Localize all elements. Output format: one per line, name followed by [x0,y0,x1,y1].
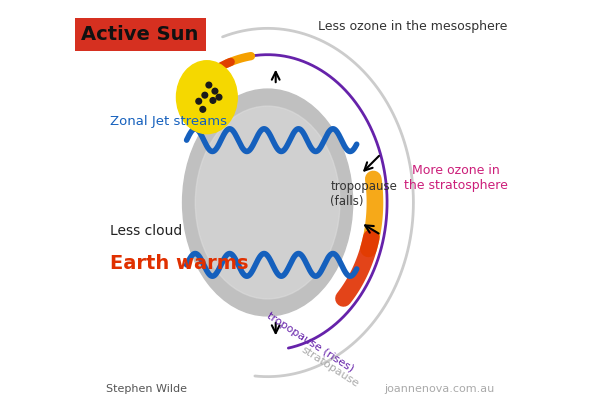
Circle shape [216,94,222,100]
Circle shape [196,98,202,104]
Circle shape [212,88,218,94]
Text: Earth warms: Earth warms [110,254,248,273]
Text: Less ozone in the mesosphere: Less ozone in the mesosphere [318,20,508,33]
Circle shape [206,82,212,88]
Text: stratopause: stratopause [300,344,361,389]
Text: tropopause
(falls): tropopause (falls) [331,180,397,209]
Text: tropopause (rises): tropopause (rises) [265,311,355,374]
Circle shape [200,107,206,112]
Ellipse shape [182,89,353,316]
Text: Less cloud: Less cloud [110,224,182,238]
Text: More ozone in
the stratosphere: More ozone in the stratosphere [404,164,508,192]
Text: joannenova.com.au: joannenova.com.au [384,384,494,394]
Circle shape [202,92,208,98]
Text: Zonal Jet streams: Zonal Jet streams [110,115,227,128]
Ellipse shape [196,106,340,299]
Text: Stephen Wilde: Stephen Wilde [106,384,187,394]
Text: Active Sun: Active Sun [82,25,199,44]
Ellipse shape [176,61,237,134]
Circle shape [210,98,216,103]
